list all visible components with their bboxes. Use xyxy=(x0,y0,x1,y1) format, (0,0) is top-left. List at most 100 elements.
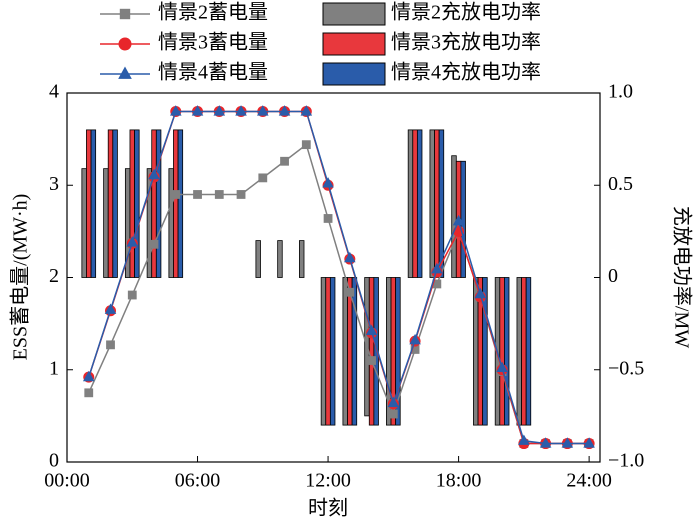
bar xyxy=(504,277,510,426)
point xyxy=(323,214,333,223)
legend-label: 情景2充放电功率 xyxy=(391,1,541,24)
bar xyxy=(299,240,305,278)
x-tick-label: 18:00 xyxy=(436,470,482,492)
bar xyxy=(407,129,414,278)
point xyxy=(583,437,595,448)
bar xyxy=(90,129,97,278)
point xyxy=(82,370,95,382)
bar xyxy=(499,277,505,426)
y-tick-label: 3 xyxy=(49,173,59,195)
y2-tick-label: −0.5 xyxy=(608,357,644,379)
legend-label: 情景4充放电功率 xyxy=(391,61,541,84)
bar xyxy=(325,277,331,426)
legend-label: 情景4蓄电量 xyxy=(158,61,268,84)
point xyxy=(257,105,269,116)
plot-frame xyxy=(66,92,601,463)
point xyxy=(432,279,442,289)
bar xyxy=(177,129,184,278)
point xyxy=(126,236,139,247)
bar xyxy=(134,129,140,278)
point xyxy=(496,361,508,373)
legend-label: 情景2蓄电量 xyxy=(158,1,268,24)
point xyxy=(301,140,311,150)
bar xyxy=(482,277,488,426)
point xyxy=(148,168,160,180)
point xyxy=(300,105,313,116)
y-tick-label: 4 xyxy=(49,81,59,103)
point xyxy=(345,287,355,297)
bar xyxy=(416,129,423,278)
point xyxy=(214,190,224,199)
x-tick-label: 12:00 xyxy=(305,470,351,492)
bar xyxy=(112,129,118,278)
bar xyxy=(151,129,157,278)
legend-swatch xyxy=(322,2,386,26)
bar xyxy=(255,240,261,278)
x-tick-label: 06:00 xyxy=(175,470,221,492)
point xyxy=(344,251,356,263)
point xyxy=(431,262,443,274)
point xyxy=(409,333,421,345)
legend-marker xyxy=(119,8,131,20)
bar xyxy=(103,168,109,278)
point xyxy=(170,105,182,116)
bar xyxy=(525,277,532,426)
x-axis-label: 时刻 xyxy=(308,497,348,520)
bar xyxy=(434,129,440,278)
bar xyxy=(412,129,418,278)
point xyxy=(235,105,247,116)
y2-tick-label: −1.0 xyxy=(608,450,644,472)
y2-tick-label: 0 xyxy=(608,265,618,287)
y2-tick-label: 0.5 xyxy=(608,173,633,195)
point xyxy=(388,409,398,419)
point xyxy=(149,239,159,249)
bar xyxy=(277,240,283,278)
legend-label: 情景3蓄电量 xyxy=(158,31,268,54)
y-tick-label: 2 xyxy=(49,265,59,287)
point xyxy=(474,287,487,299)
bar xyxy=(155,129,162,278)
legend-swatch xyxy=(322,62,386,86)
legend-label: 情景3充放电功率 xyxy=(391,31,541,54)
bar xyxy=(173,129,179,278)
bar xyxy=(81,168,87,278)
point xyxy=(367,356,376,365)
bar xyxy=(451,155,457,278)
bar xyxy=(351,277,358,426)
point xyxy=(258,173,268,183)
bar xyxy=(107,129,114,278)
point xyxy=(106,340,115,350)
bar xyxy=(429,129,435,278)
point xyxy=(280,156,289,166)
point xyxy=(365,324,378,336)
point xyxy=(518,434,530,445)
legend-marker xyxy=(118,66,132,79)
y-tick-label: 1 xyxy=(49,357,59,379)
point xyxy=(104,303,117,314)
line xyxy=(88,143,590,445)
bar xyxy=(395,277,401,426)
y2-axis-label: 充放电功率/MW xyxy=(670,206,693,348)
point xyxy=(452,214,465,226)
point xyxy=(213,105,226,116)
y2-tick-label: 1.0 xyxy=(608,81,633,103)
bar xyxy=(86,129,92,278)
point xyxy=(561,437,574,448)
line xyxy=(88,110,590,445)
x-tick-label: 00:00 xyxy=(44,470,90,492)
legend-swatch xyxy=(322,32,386,56)
point xyxy=(191,105,204,116)
point xyxy=(171,190,181,199)
point xyxy=(193,190,202,199)
bar xyxy=(129,129,135,278)
legend-marker xyxy=(118,37,132,51)
bar xyxy=(460,160,466,278)
bar xyxy=(368,277,375,426)
bar xyxy=(320,277,327,426)
point xyxy=(387,396,400,408)
y-axis-label: ESS蓄电量/(MW·h) xyxy=(9,194,32,361)
bar xyxy=(521,277,527,426)
bar xyxy=(342,277,348,426)
bar xyxy=(516,277,522,426)
